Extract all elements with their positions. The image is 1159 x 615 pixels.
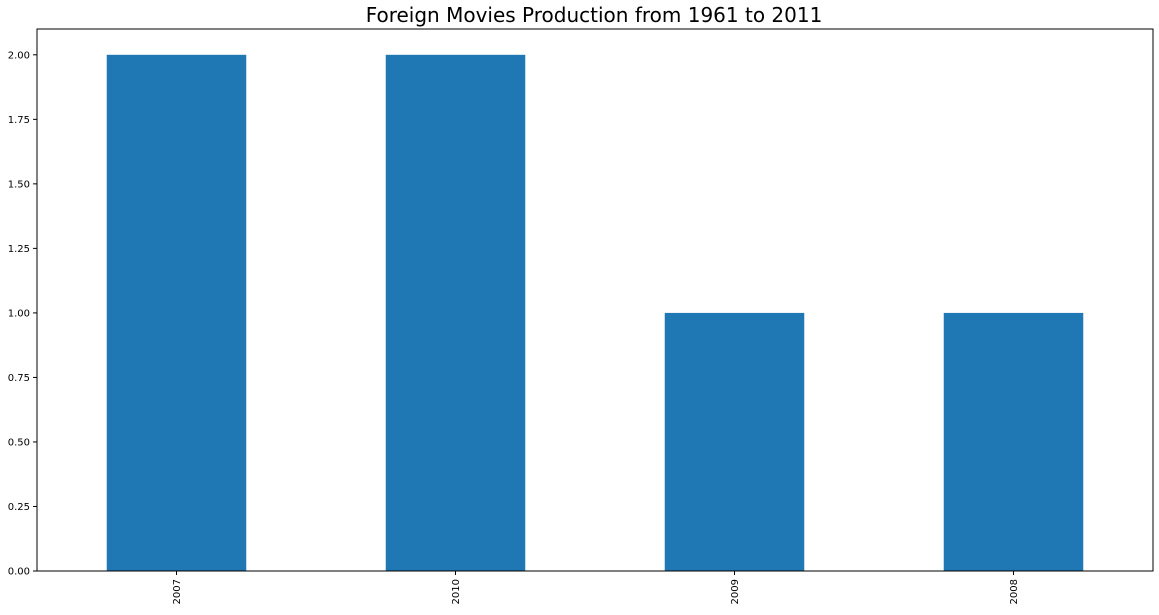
bar-2010: [385, 54, 526, 572]
plot-area-frame: [36, 28, 1154, 572]
x-tick-label: 2009: [730, 579, 741, 604]
y-tick-label: 1.75: [8, 115, 30, 126]
x-tick-label: 2008: [1009, 579, 1020, 604]
y-tick-label: 0.50: [8, 437, 30, 448]
chart-title: Foreign Movies Production from 1961 to 2…: [366, 3, 823, 27]
y-tick-label: 0.00: [8, 567, 30, 578]
y-tick-label: 1.00: [8, 308, 30, 319]
y-tick-label: 1.25: [8, 244, 30, 255]
bars-group: [106, 54, 1084, 572]
y-tick-label: 2.00: [8, 50, 30, 61]
x-tick-label: 2010: [451, 579, 462, 604]
x-axis-ticks: 2007 2010 2009 2008: [172, 571, 1020, 604]
bar-2009: [664, 312, 805, 571]
x-tick-label: 2007: [172, 579, 183, 604]
y-tick-label: 1.50: [8, 179, 30, 190]
bar-2007: [106, 54, 247, 572]
y-tick-label: 0.25: [8, 502, 30, 513]
y-tick-label: 0.75: [8, 373, 30, 384]
bar-2008: [943, 312, 1084, 571]
y-axis-ticks: 0.00 0.25 0.50 0.75 1.00 1.25 1.50 1.75 2.00: [8, 50, 37, 578]
